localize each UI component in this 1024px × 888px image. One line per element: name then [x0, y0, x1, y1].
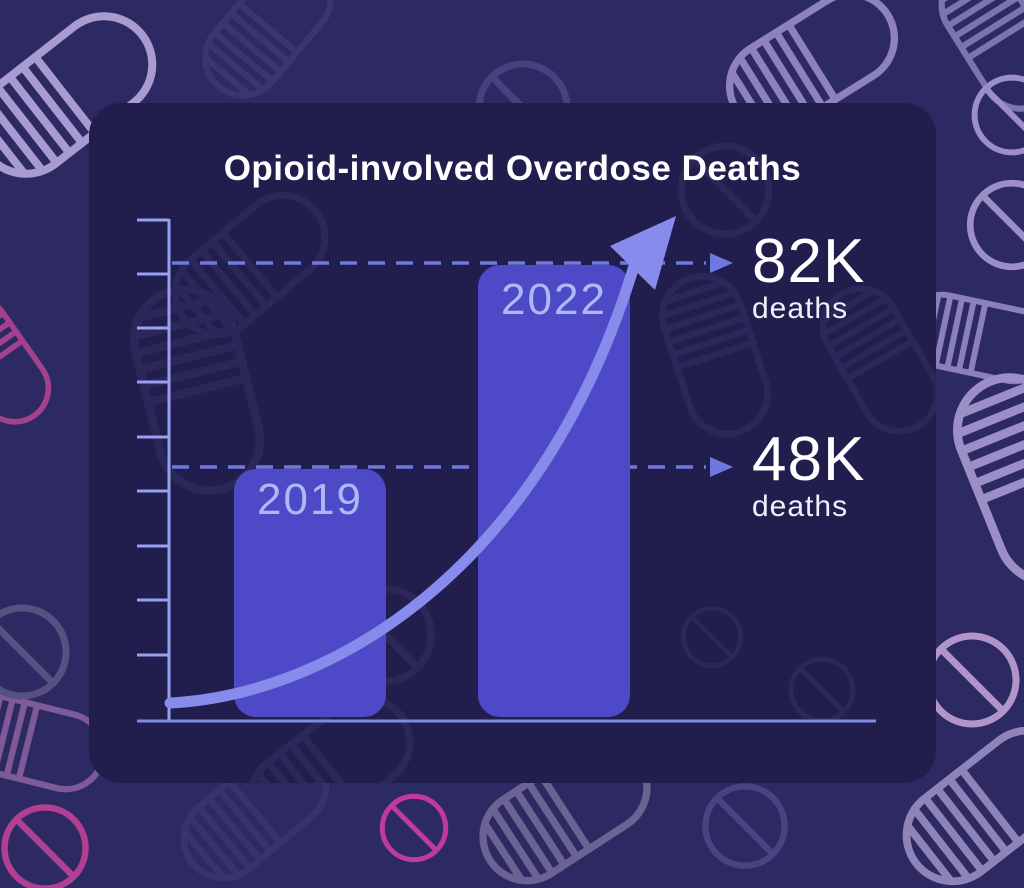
callout-value: 82K — [752, 227, 866, 296]
bar-label-2022: 2022 — [501, 275, 607, 324]
pill-tablet-icon — [0, 608, 66, 696]
pill-capsule-icon — [935, 359, 1024, 601]
pill-capsule-icon — [186, 0, 351, 114]
callout-value: 48K — [752, 425, 866, 494]
pill-capsule-icon — [229, 675, 432, 783]
pill-capsule-icon — [154, 174, 346, 357]
callout-82k: 82K deaths — [752, 227, 866, 325]
pill-tablet-icon — [791, 659, 853, 721]
pill-capsule-icon — [923, 0, 1024, 126]
pill-tablet-icon — [5, 808, 86, 888]
prohibition-tablet-icon — [382, 796, 445, 859]
callout-unit: deaths — [752, 490, 849, 523]
pill-tablet-icon — [683, 608, 740, 665]
chart-title: Opioid-involved Overdose Deaths — [223, 149, 802, 188]
callout-unit: deaths — [752, 292, 849, 325]
pill-tablet-icon — [970, 183, 1024, 267]
pill-tablet-icon — [975, 78, 1024, 153]
pill-tablet-icon — [339, 589, 431, 681]
bar-label-2019: 2019 — [257, 475, 363, 524]
pill-tablet-icon — [705, 786, 784, 865]
pill-capsule-icon — [0, 282, 65, 437]
pill-capsule-icon — [116, 277, 277, 503]
prohibition-tablet-icon — [928, 636, 1016, 724]
callout-48k: 48K deaths — [752, 425, 866, 523]
